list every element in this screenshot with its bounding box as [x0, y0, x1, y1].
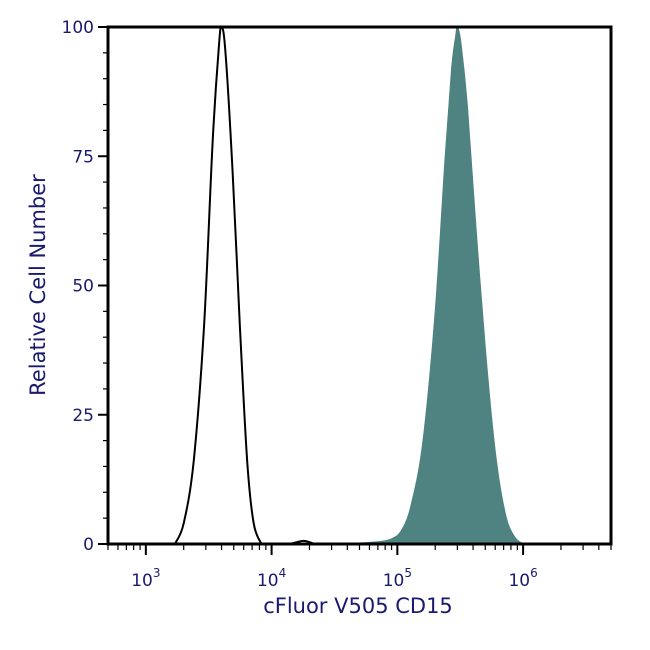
series-0-outline-curve: [173, 25, 263, 545]
y-tick-label: 75: [72, 147, 94, 167]
series-2-filled-curve: [331, 26, 525, 545]
x-axis-title: cFluor V505 CD15: [263, 594, 453, 618]
y-tick-label: 0: [83, 535, 94, 555]
y-tick-label: 25: [72, 406, 94, 426]
x-tick-label: 103: [131, 566, 160, 591]
x-tick-label: 106: [508, 566, 537, 591]
plot-area: [108, 25, 611, 545]
plot-frame: [106, 25, 613, 546]
x-tick-label: 104: [257, 566, 286, 591]
y-tick-label: 100: [62, 18, 94, 38]
axes: 0 25 50 75 100 103 104 105 106: [62, 18, 612, 591]
x-tick-label: 105: [383, 566, 412, 591]
y-tick-label: 50: [72, 277, 94, 297]
y-axis-title: Relative Cell Number: [26, 174, 50, 396]
